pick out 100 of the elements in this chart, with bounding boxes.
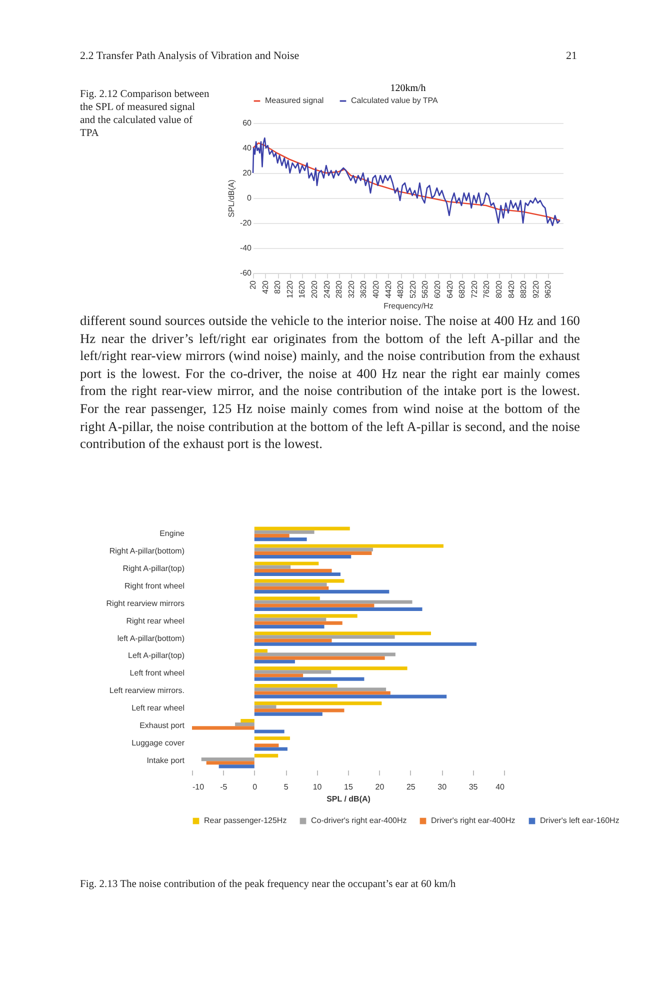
bar [254, 632, 431, 636]
bar [254, 621, 342, 625]
bar [254, 712, 322, 716]
x-tick-label: 25 [406, 782, 416, 792]
y-tick-label: -40 [240, 244, 252, 252]
bar [254, 635, 395, 639]
bar [254, 562, 319, 566]
y-tick-label: Left A-pillar(top) [128, 651, 185, 660]
x-tick-label: 10 [312, 782, 322, 792]
bar [254, 534, 290, 538]
bar [254, 526, 350, 530]
legend-label: Driver's right ear-400Hz [431, 816, 516, 825]
bar [201, 758, 254, 762]
x-tick-label: 4020 [372, 280, 381, 298]
bar [254, 604, 374, 608]
bar [254, 670, 332, 674]
y-tick-label: Left rearview mirrors. [109, 686, 184, 696]
x-tick-label: 2420 [322, 280, 332, 298]
bar [254, 677, 364, 681]
bar [254, 666, 408, 670]
bar [254, 705, 276, 709]
bar [206, 761, 254, 765]
y-tick-label: Intake port [146, 756, 186, 766]
y-tick-label: Right A-pillar(bottom) [109, 546, 185, 556]
bar [254, 638, 332, 642]
bar [254, 568, 332, 572]
bar [254, 548, 373, 552]
bar [254, 530, 314, 534]
y-tick-label: Exhaust port [140, 721, 186, 730]
bar [254, 607, 422, 611]
x-tick-label: 20 [375, 782, 385, 792]
bar [254, 618, 326, 622]
bar [235, 722, 254, 726]
bar [254, 694, 447, 698]
bar [254, 660, 295, 664]
chart-title: 120km/h [390, 83, 426, 94]
y-axis-title: SPL/dB(A) [226, 179, 236, 218]
y-tick-label: Engine [160, 528, 186, 538]
y-tick-label: Left rear wheel [132, 704, 185, 713]
x-axis-title: Frequency/Hz [384, 301, 434, 310]
x-tick-label: 820 [273, 280, 282, 294]
bar [254, 730, 284, 734]
x-tick-label: 6420 [445, 280, 454, 298]
legend-label: Calculated value by TPA [351, 96, 439, 105]
x-tick-label: 5 [284, 782, 289, 792]
bar [254, 614, 358, 618]
x-tick-label: 4820 [396, 280, 406, 298]
x-tick-label: 7220 [470, 280, 479, 298]
bar [218, 764, 254, 768]
text: different sound sources outside the vehicle to the interior noise. The noise at 400 Hz and 160 Hz near the driver’s left/right ear originates from the bottom of the left A-pillar and the left/right rear-view mirrors (wind noise) mainly, and the noise contribution from the exhaust port is the lowest. For the co-driver, the noise at 400 Hz near the right ear mainly comes from the right rear-view mirror, and the noise contribution of the intake port is the lowest. For the rear passenger, 125 Hz noise mainly comes from wind noise at the bottom of the right A-pillar, the noise contribution at the bottom of the left A-pillar is second, and the noise contribution of the exhaust port is the lowest. [80, 312, 580, 453]
x-axis-title: SPL / dB(A) [326, 794, 371, 804]
y-tick-label: 40 [242, 144, 252, 152]
bar [254, 554, 352, 559]
bar [254, 649, 268, 653]
x-tick-label: 6020 [433, 280, 442, 298]
x-tick-label: 35 [468, 782, 478, 792]
x-tick-label: -5 [220, 782, 228, 792]
x-tick-label: 2020 [310, 280, 320, 298]
bar [254, 688, 386, 692]
bar [254, 642, 477, 646]
bar [192, 726, 254, 730]
text: 21 [566, 50, 577, 62]
bar [240, 718, 254, 723]
bar [254, 596, 320, 600]
bar [254, 747, 288, 751]
y-tick-label: left A-pillar(bottom) [117, 634, 185, 643]
bar [254, 600, 412, 604]
legend-label: Co-driver's right ear-400Hz [311, 816, 407, 825]
x-tick-label: 5620 [420, 280, 430, 298]
bar [254, 684, 338, 688]
bar [254, 708, 344, 712]
y-tick-label: Right rear wheel [126, 616, 185, 626]
bar [254, 537, 307, 542]
x-tick-label: 8420 [506, 280, 516, 298]
x-tick-label: 3220 [346, 280, 356, 298]
bar [254, 736, 290, 740]
x-tick-label: 4420 [384, 280, 393, 298]
x-tick-label: 0 [252, 782, 258, 792]
x-tick-label: 8020 [494, 280, 504, 298]
x-tick-label: 15 [344, 782, 354, 792]
bar [254, 590, 390, 594]
bar [254, 674, 304, 678]
caption: Fig. 2.13 The noise contribution of the peak frequency near the occupant’s ear at 60 km/h [80, 878, 457, 891]
caption: Fig. 2.12 Comparison between the SPL of measured signal and the calculated value of TPA [80, 88, 210, 140]
y-tick-label: -60 [240, 268, 252, 278]
y-tick-label: Left front wheel [130, 668, 185, 678]
bar [254, 702, 382, 706]
x-tick-label: 420 [260, 280, 270, 294]
bar [254, 744, 279, 748]
y-tick-label: 20 [242, 168, 252, 178]
y-tick-label: 0 [247, 194, 252, 202]
x-tick-label: -10 [192, 782, 205, 792]
x-tick-label: 30 [438, 782, 448, 792]
x-tick-label: 3620 [359, 280, 368, 298]
x-tick-label: 9220 [531, 280, 540, 298]
bar [254, 754, 278, 758]
legend-label: Driver's left ear-160Hz [540, 816, 620, 825]
bar [254, 586, 329, 590]
x-tick-label: 1620 [298, 280, 307, 298]
x-tick-label: 1220 [285, 280, 294, 298]
